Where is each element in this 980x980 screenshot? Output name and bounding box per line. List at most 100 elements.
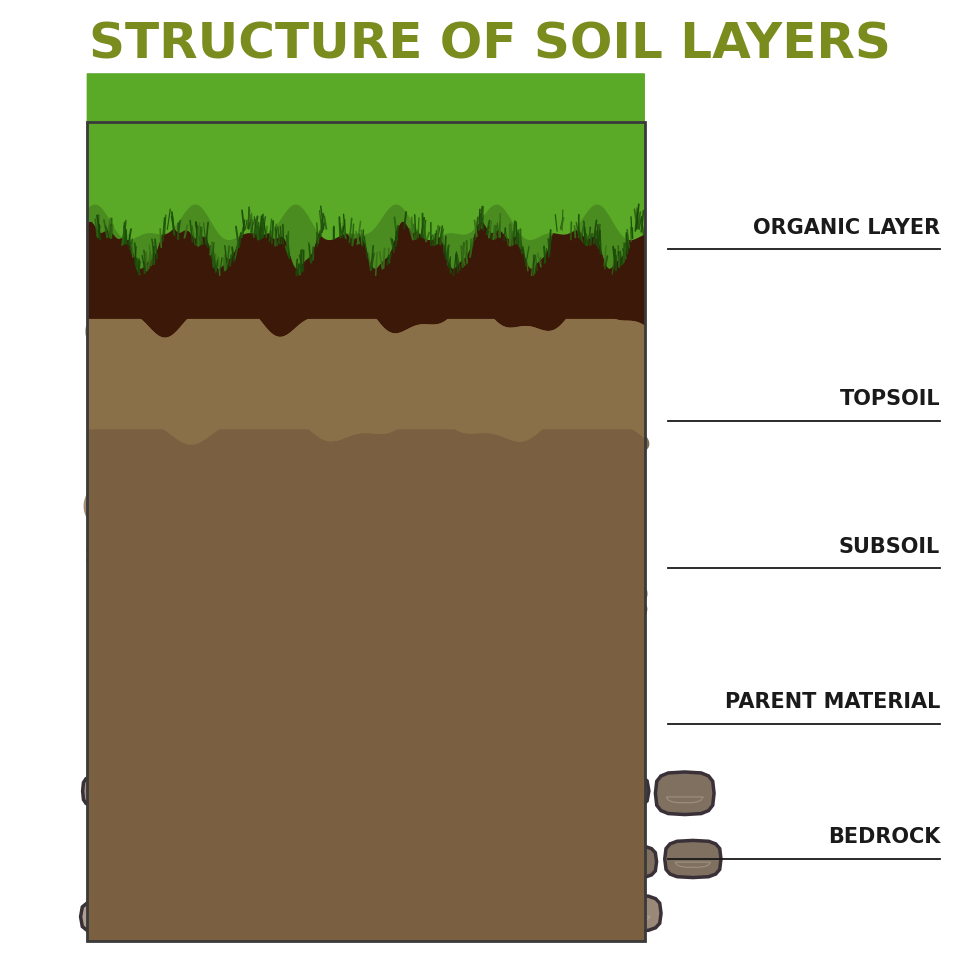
Text: BEDROCK: BEDROCK: [828, 827, 940, 847]
Ellipse shape: [512, 447, 534, 469]
Ellipse shape: [192, 416, 207, 431]
Ellipse shape: [263, 275, 266, 278]
Ellipse shape: [536, 741, 564, 762]
Ellipse shape: [312, 509, 337, 535]
Ellipse shape: [251, 259, 255, 263]
Ellipse shape: [547, 587, 561, 597]
Ellipse shape: [213, 689, 237, 711]
Ellipse shape: [292, 471, 302, 482]
Ellipse shape: [145, 690, 180, 722]
Ellipse shape: [388, 513, 404, 530]
Ellipse shape: [576, 274, 582, 281]
Polygon shape: [515, 773, 566, 816]
Ellipse shape: [440, 641, 452, 658]
Ellipse shape: [316, 710, 331, 734]
Ellipse shape: [224, 567, 235, 581]
Text: ORGANIC LAYER: ORGANIC LAYER: [753, 218, 940, 237]
Ellipse shape: [553, 391, 576, 412]
Ellipse shape: [164, 284, 170, 291]
Ellipse shape: [463, 342, 476, 356]
Ellipse shape: [450, 534, 467, 551]
Ellipse shape: [293, 343, 308, 359]
Ellipse shape: [612, 733, 629, 759]
Ellipse shape: [243, 665, 279, 698]
Ellipse shape: [315, 271, 318, 274]
Ellipse shape: [561, 558, 576, 570]
Ellipse shape: [199, 459, 226, 480]
Ellipse shape: [570, 305, 572, 307]
Ellipse shape: [357, 746, 379, 771]
Ellipse shape: [577, 276, 582, 281]
Ellipse shape: [184, 560, 207, 585]
Ellipse shape: [616, 596, 648, 622]
Ellipse shape: [122, 445, 148, 464]
Ellipse shape: [367, 690, 388, 723]
Bar: [87, 429, 645, 585]
Ellipse shape: [607, 271, 610, 274]
Ellipse shape: [245, 282, 247, 285]
Ellipse shape: [112, 548, 125, 564]
Ellipse shape: [372, 406, 384, 417]
Ellipse shape: [494, 612, 519, 633]
Ellipse shape: [124, 252, 127, 255]
Ellipse shape: [153, 572, 172, 587]
Ellipse shape: [597, 605, 610, 624]
Ellipse shape: [216, 613, 250, 643]
Ellipse shape: [314, 318, 327, 327]
Polygon shape: [451, 899, 514, 930]
Ellipse shape: [256, 307, 260, 311]
Ellipse shape: [331, 542, 349, 556]
Ellipse shape: [95, 618, 105, 630]
Polygon shape: [426, 773, 463, 812]
Ellipse shape: [309, 569, 329, 584]
Ellipse shape: [198, 275, 204, 282]
Polygon shape: [82, 776, 120, 807]
Ellipse shape: [384, 712, 408, 740]
Ellipse shape: [430, 559, 450, 573]
Bar: [87, 122, 645, 249]
Ellipse shape: [172, 663, 183, 677]
Ellipse shape: [161, 470, 183, 497]
Ellipse shape: [145, 723, 153, 738]
Ellipse shape: [349, 487, 356, 498]
Ellipse shape: [373, 584, 400, 612]
Ellipse shape: [396, 291, 403, 299]
Ellipse shape: [585, 492, 610, 516]
Ellipse shape: [519, 391, 530, 405]
Ellipse shape: [411, 447, 434, 471]
Ellipse shape: [87, 628, 111, 664]
Ellipse shape: [223, 617, 252, 653]
Ellipse shape: [482, 559, 503, 577]
Ellipse shape: [540, 604, 563, 636]
Ellipse shape: [122, 253, 129, 260]
Ellipse shape: [557, 328, 569, 340]
Ellipse shape: [619, 368, 642, 387]
Ellipse shape: [299, 362, 319, 381]
Polygon shape: [259, 893, 318, 931]
Ellipse shape: [122, 363, 140, 380]
Ellipse shape: [267, 253, 274, 261]
Ellipse shape: [511, 680, 522, 691]
Ellipse shape: [612, 468, 627, 481]
Ellipse shape: [99, 307, 107, 315]
Ellipse shape: [406, 376, 420, 396]
Ellipse shape: [148, 558, 167, 589]
Ellipse shape: [273, 661, 299, 686]
Ellipse shape: [190, 261, 194, 265]
Ellipse shape: [525, 303, 531, 309]
Ellipse shape: [521, 400, 528, 410]
Polygon shape: [603, 846, 657, 878]
Ellipse shape: [612, 580, 635, 609]
Ellipse shape: [112, 636, 140, 663]
Ellipse shape: [464, 407, 475, 418]
Ellipse shape: [575, 312, 582, 318]
Polygon shape: [274, 841, 338, 880]
Ellipse shape: [198, 287, 205, 294]
Ellipse shape: [227, 698, 244, 719]
Ellipse shape: [422, 327, 448, 355]
Ellipse shape: [323, 475, 345, 490]
Polygon shape: [556, 835, 599, 877]
Ellipse shape: [172, 563, 198, 583]
Ellipse shape: [564, 475, 580, 494]
Ellipse shape: [117, 611, 144, 641]
